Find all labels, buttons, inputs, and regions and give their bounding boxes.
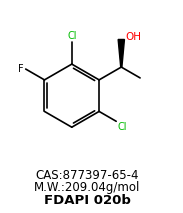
Text: CAS:877397-65-4: CAS:877397-65-4: [36, 169, 139, 182]
Text: OH: OH: [126, 33, 142, 43]
Polygon shape: [118, 39, 124, 67]
Text: FDAPI 020b: FDAPI 020b: [44, 194, 131, 207]
Text: Cl: Cl: [67, 31, 76, 41]
Text: M.W.:209.04g/mol: M.W.:209.04g/mol: [34, 181, 141, 194]
Text: F: F: [18, 64, 24, 74]
Text: Cl: Cl: [117, 122, 127, 132]
